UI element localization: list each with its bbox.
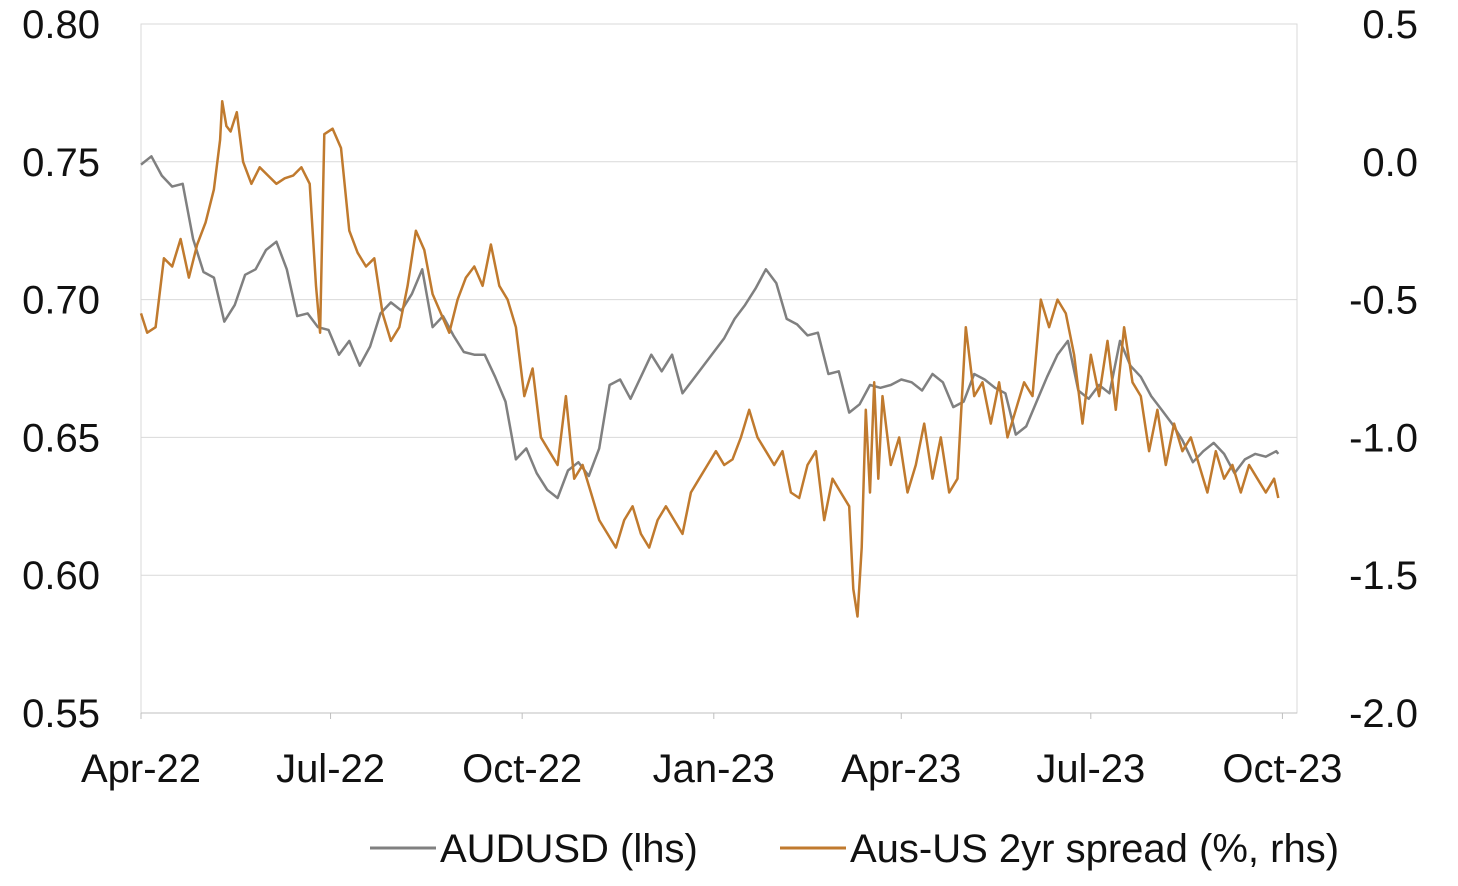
- x-axis: Apr-22 Jul-22 Oct-22 Jan-23 Apr-23 Jul-23 Oct-…: [81, 713, 1342, 791]
- x-tick-label: Apr-22: [81, 747, 201, 791]
- x-tick-label: Oct-23: [1222, 747, 1342, 791]
- legend-label: Aus-US 2yr spread (%, rhs): [850, 827, 1339, 871]
- y-axis-left: 0.55 0.60 0.65 0.70 0.75 0.80: [22, 3, 100, 736]
- series-line-aus-us-2yr-spread: [139, 99, 1280, 618]
- y-left-tick-label: 0.70: [22, 279, 100, 323]
- plot-area: [140, 23, 1298, 714]
- y-left-tick-label: 0.75: [22, 141, 100, 185]
- y-left-tick-label: 0.60: [22, 554, 100, 598]
- legend-item-aus-us-2yr-spread: Aus-US 2yr spread (%, rhs): [780, 827, 1339, 871]
- y-left-tick-label: 0.55: [22, 692, 100, 736]
- legend-label: AUDUSD (lhs): [440, 827, 698, 871]
- y-right-tick-label: -1.0: [1349, 416, 1418, 460]
- y-axis-right: -2.0 -1.5 -1.0 -0.5 0.0 0.5: [1349, 3, 1418, 736]
- gridlines: [141, 161, 1297, 714]
- legend-item-audusd: AUDUSD (lhs): [370, 827, 698, 871]
- series-line-audusd: [140, 155, 1280, 500]
- x-tick-label: Jul-23: [1036, 747, 1145, 791]
- y-right-tick-label: -1.5: [1349, 554, 1418, 598]
- x-tick-label: Apr-23: [841, 747, 961, 791]
- y-right-tick-label: 0.5: [1362, 3, 1418, 47]
- x-tick-label: Jul-22: [276, 747, 385, 791]
- x-tick-label: Jan-23: [653, 747, 775, 791]
- series-lines: [139, 99, 1280, 618]
- y-right-tick-label: -0.5: [1349, 279, 1418, 323]
- y-right-tick-label: -2.0: [1349, 692, 1418, 736]
- legend: AUDUSD (lhs) Aus-US 2yr spread (%, rhs): [370, 827, 1339, 871]
- y-left-tick-label: 0.80: [22, 3, 100, 47]
- y-right-tick-label: 0.0: [1362, 141, 1418, 185]
- x-tick-label: Oct-22: [462, 747, 582, 791]
- y-left-tick-label: 0.65: [22, 416, 100, 460]
